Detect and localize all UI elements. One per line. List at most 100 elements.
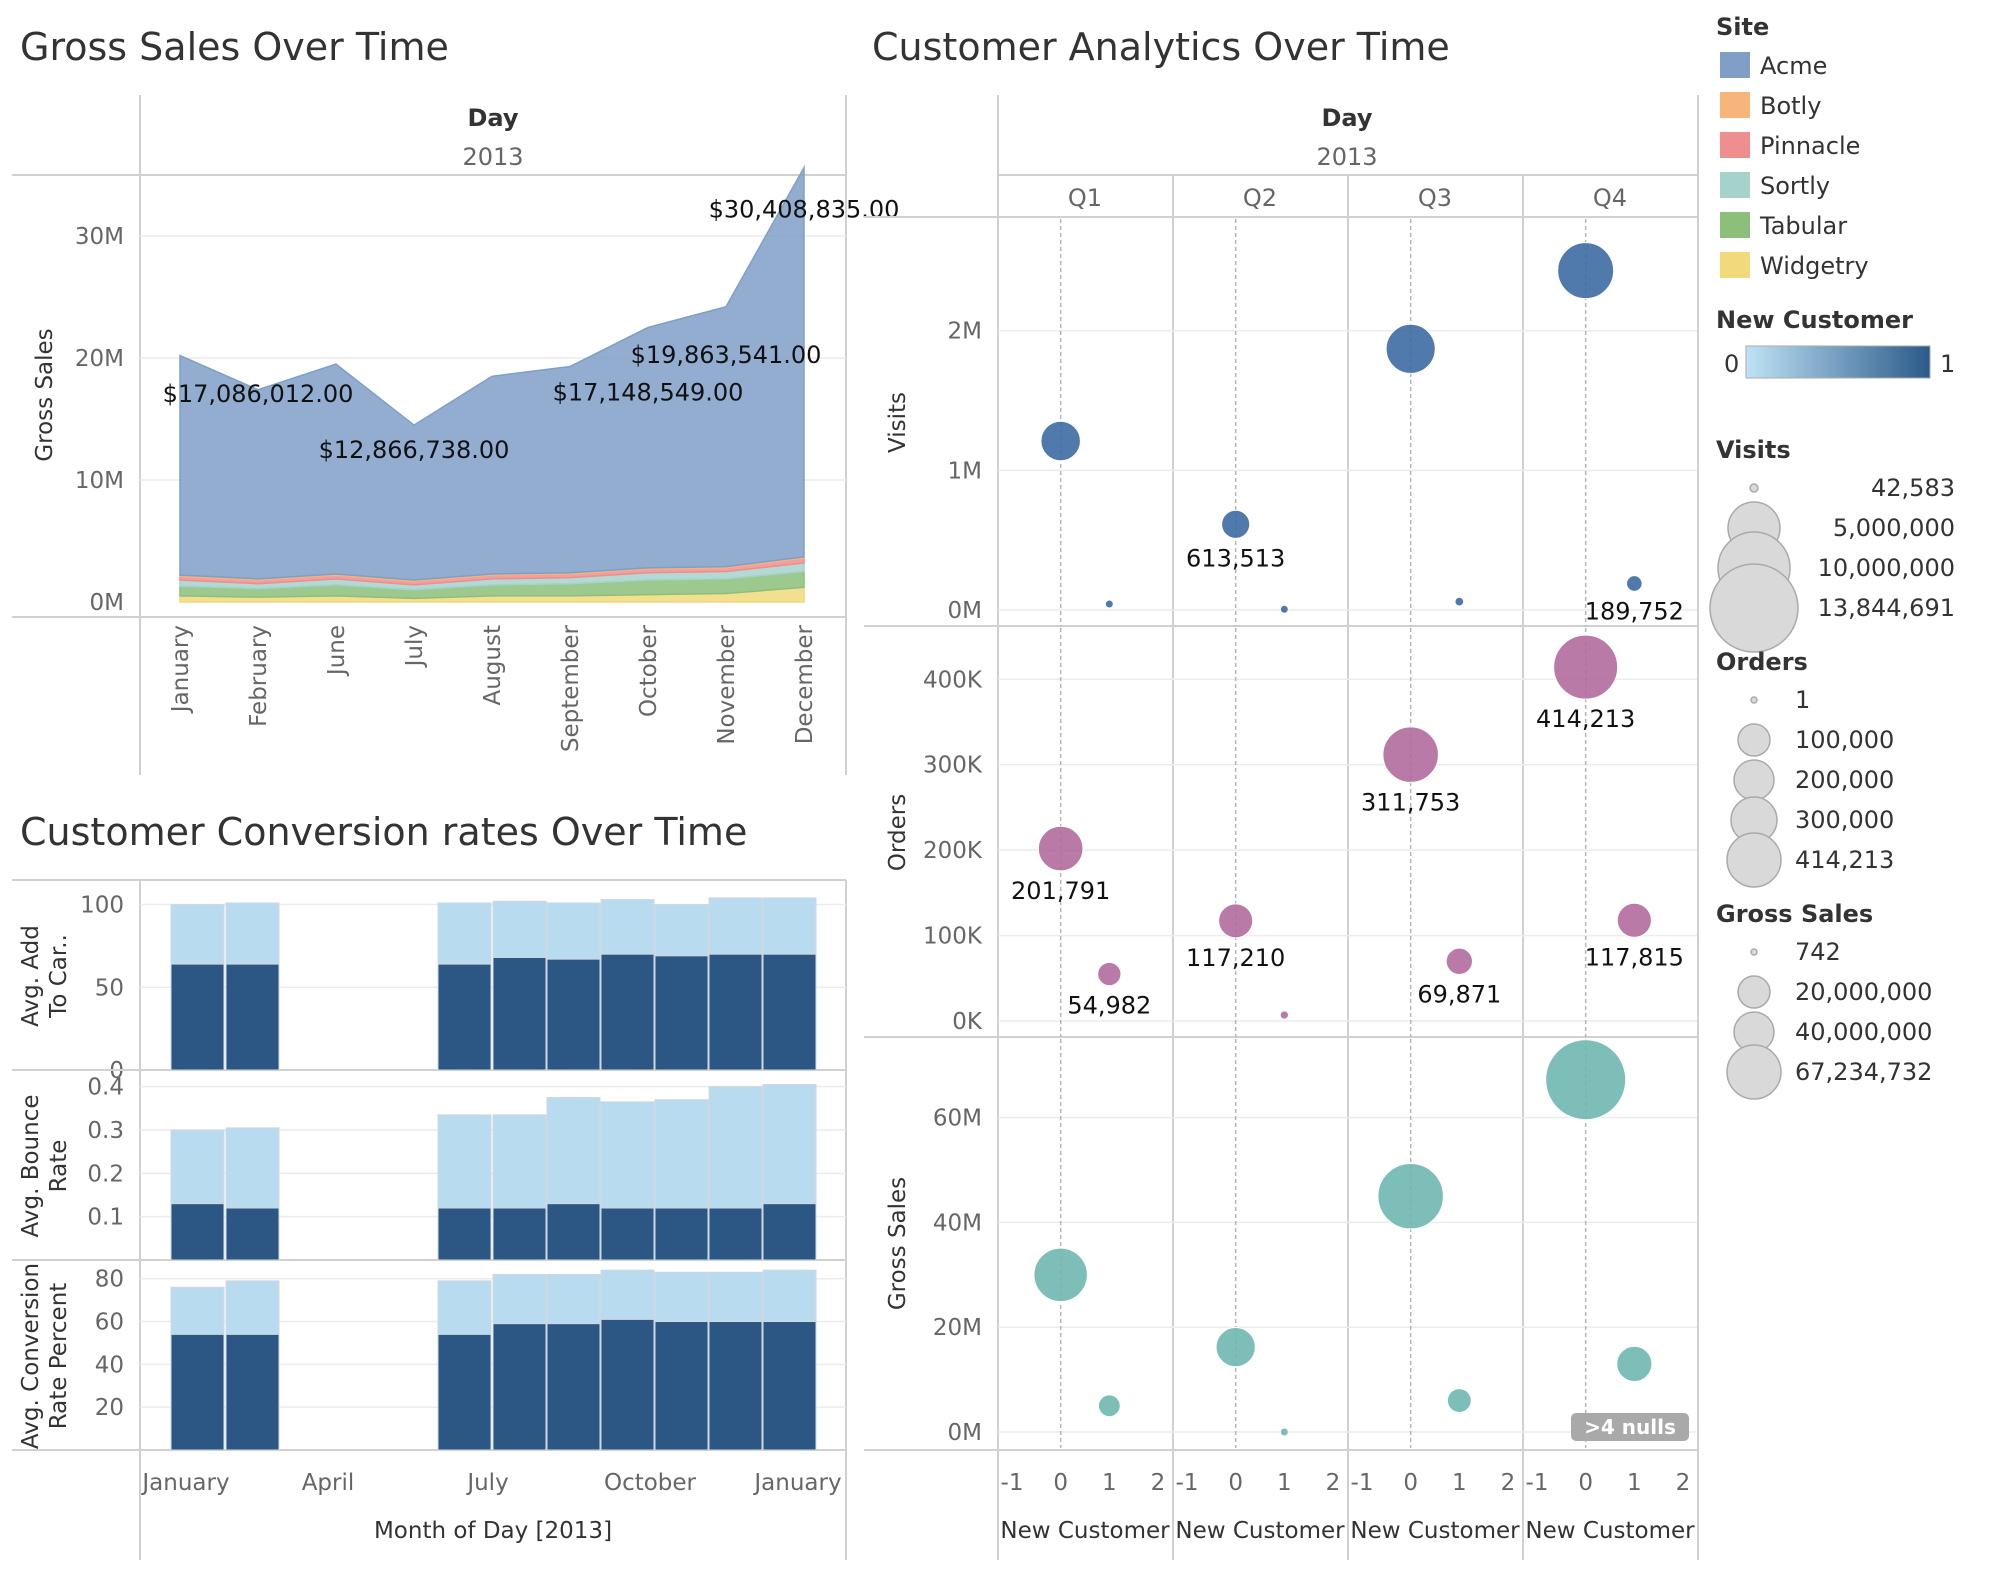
analytics-x-tick: 1 [1452,1470,1467,1496]
bar-new-customer [600,1318,655,1451]
analytics-y-tick: 0M [948,1420,982,1446]
bubble[interactable] [1454,596,1465,607]
bubble[interactable] [1616,1345,1653,1382]
site-legend-label[interactable]: Sortly [1760,172,1830,200]
site-swatch[interactable] [1720,52,1750,78]
bar-new-customer [437,1207,492,1261]
gross-sales-x-tick: July [402,625,428,668]
bubble[interactable] [1445,947,1473,975]
conversion-panel: 20 40 60 80 Avg. Conversion Rate Percent [12,1263,846,1451]
bubble[interactable] [1626,575,1643,592]
site-swatch[interactable] [1720,132,1750,158]
gross-sales-x-tick: September [558,624,584,752]
size-legend-mark [1749,483,1759,493]
bubble[interactable] [1104,599,1114,609]
bubble[interactable] [1097,1394,1121,1418]
conversion-y-label: Avg. Conversion [18,1263,44,1449]
bubble[interactable] [1557,242,1615,300]
size-legend-value: 1 [1795,686,1810,714]
gross-sales-y-ticks: 0M 10M 20M 30M [75,224,124,616]
site-swatch[interactable] [1720,172,1750,198]
analytics-x-tick: -1 [1001,1470,1024,1496]
bubble[interactable] [1218,903,1254,939]
quarter-header: Q2 [1243,184,1277,212]
size-legend-value: 20,000,000 [1795,978,1932,1006]
gross-sales-x-tick: February [246,625,272,727]
size-legend-value: 42,583 [1871,474,1955,502]
bar-new-customer [170,963,225,1071]
conversion-x-tick: October [604,1470,697,1496]
bubble-label: 414,213 [1536,705,1635,733]
bubble[interactable] [1382,726,1439,783]
site-legend-label[interactable]: Widgetry [1760,252,1869,280]
bar-new-customer [225,963,280,1071]
analytics-y-tick: 40M [933,1210,982,1236]
bubble[interactable] [1385,323,1436,374]
bar-new-customer [437,1333,492,1451]
site-legend-label[interactable]: Acme [1760,52,1827,80]
bar-new-customer [762,1203,817,1261]
analytics-quarters: Q1 Q2 Q3 Q4 [1068,175,1627,1560]
bubble[interactable] [1377,1162,1444,1230]
gross-sales-legend: 742 20,000,000 40,000,000 67,234,732 [1726,938,1932,1100]
gross-sales-x-tick: December [792,624,818,744]
site-legend-label[interactable]: Tabular [1759,212,1847,240]
analytics-x-tick: 0 [1403,1470,1418,1496]
bar-new-customer [654,1321,709,1451]
bubble[interactable] [1279,604,1289,614]
gross-sales-x-tick: October [636,624,662,717]
bar-new-customer [654,955,709,1071]
site-swatch[interactable] [1720,92,1750,118]
site-legend-label[interactable]: Botly [1760,92,1821,120]
analytics-y-tick: 300K [923,753,983,779]
quarter-header: Q3 [1418,184,1452,212]
analytics-x-tick: -1 [1526,1470,1549,1496]
analytics-y-tick: 60M [933,1106,982,1132]
new-customer-min: 0 [1724,350,1739,378]
conversion-x-tick: July [465,1470,508,1496]
conversion-chart: Customer Conversion rates Over Time 0501… [12,810,847,1560]
bubble[interactable] [1037,825,1084,872]
analytics-x-tick: 1 [1277,1470,1292,1496]
analytics-x-tick: 1 [1102,1470,1117,1496]
null-badge-label: >4 nulls [1584,1415,1676,1439]
bubble[interactable] [1545,1039,1627,1121]
analytics-x-label: New Customer [1175,1518,1345,1544]
size-legend-mark [1709,563,1799,653]
visits-legend-title: Visits [1716,436,1791,464]
conversion-y-label: Rate [46,1140,72,1193]
bubble[interactable] [1616,902,1652,938]
analytics-panel: 0K 100K 200K 300K 400K Orders 201,791 54,982 117… [864,628,1698,1038]
conversion-y-label: To Car.. [46,934,72,1019]
bubble[interactable] [1215,1326,1256,1368]
size-legend-mark [1737,723,1771,757]
bubble[interactable] [1040,420,1081,462]
bar-new-customer [708,953,763,1071]
bar-new-customer [170,1203,225,1261]
legends: Site Acme Botly Pinnacle Sortly Tabular Widge… [1709,13,1955,1100]
new-customer-legend-title: New Customer [1716,306,1913,334]
new-customer-gradient [1745,345,1931,379]
bubble[interactable] [1446,1388,1472,1414]
analytics-panel: 0M 1M 2M Visits 613,513 189,752 [864,219,1698,627]
site-swatch[interactable] [1720,212,1750,238]
null-badge[interactable] [1571,1413,1689,1441]
bubble[interactable] [1221,509,1251,539]
bubble[interactable] [1279,1010,1289,1020]
site-swatch[interactable] [1720,252,1750,278]
null-indicator[interactable]: >4 nulls [1571,1413,1689,1441]
gross-sales-label: $19,863,541.00 [631,341,822,369]
gross-sales-label: $17,086,012.00 [163,380,354,408]
bubble-label: 69,871 [1417,980,1501,1008]
conversion-panel: 0.1 0.2 0.3 0.4 Avg. Bounce Rate [12,1075,846,1261]
analytics-chart: Customer Analytics Over Time Day 2013 Q1… [864,25,1699,1560]
bar-new-customer [170,1333,225,1451]
site-legend-label[interactable]: Pinnacle [1760,132,1860,160]
bubble[interactable] [1279,1427,1289,1437]
conversion-y-tick: 0.2 [87,1161,124,1187]
bar-new-customer [654,1207,709,1261]
bubble[interactable] [1033,1247,1088,1303]
bubble[interactable] [1097,961,1122,987]
bubble[interactable] [1553,634,1619,700]
